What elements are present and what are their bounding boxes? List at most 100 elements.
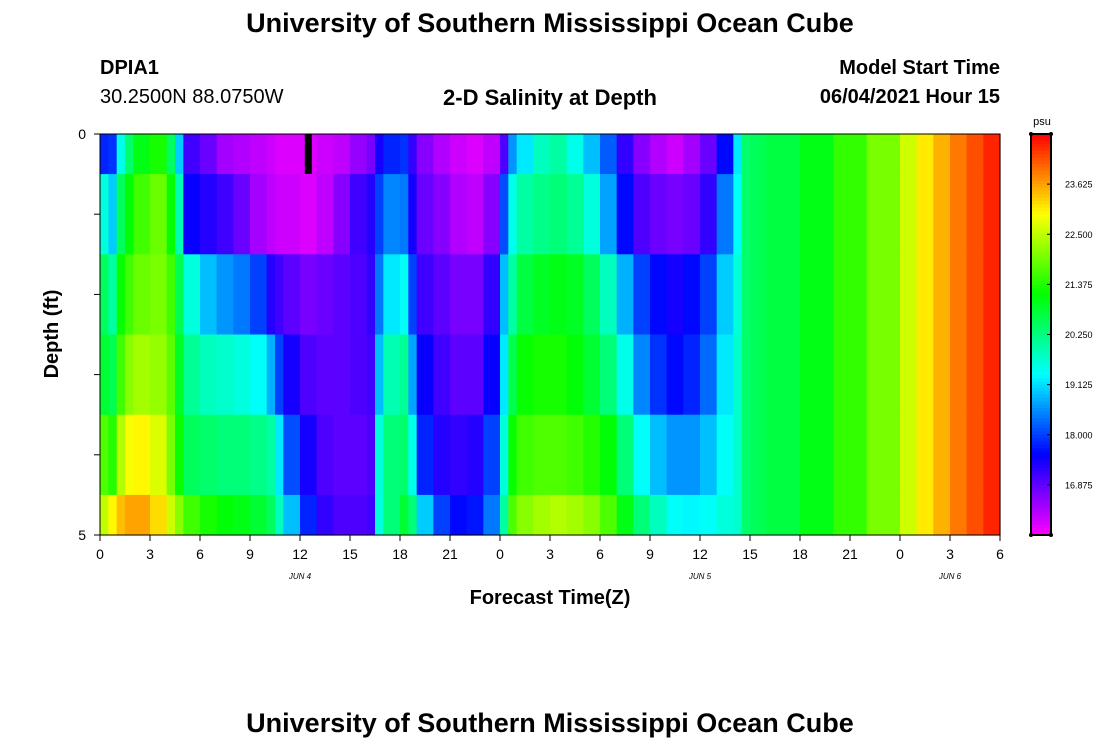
heatmap-cell bbox=[933, 334, 951, 416]
heatmap-cell bbox=[266, 134, 276, 175]
heatmap-cell bbox=[100, 174, 109, 255]
colorbar-segment bbox=[1031, 140, 1051, 145]
heatmap-cell bbox=[266, 414, 276, 496]
x-tick-label: 6 bbox=[196, 546, 204, 562]
heatmap-cell bbox=[533, 134, 551, 175]
colorbar-segment bbox=[1031, 448, 1051, 453]
heatmap-cell bbox=[150, 254, 168, 336]
heatmap-cell bbox=[700, 174, 718, 255]
heatmap-cell bbox=[316, 494, 334, 536]
heatmap-cell bbox=[550, 414, 568, 496]
colorbar-segment bbox=[1031, 401, 1051, 406]
colorbar-segment bbox=[1031, 197, 1051, 202]
heatmap-cell bbox=[500, 134, 509, 175]
x-tick-label: 18 bbox=[792, 546, 808, 562]
heatmap-cell bbox=[666, 254, 684, 336]
heatmap-cell bbox=[466, 334, 484, 416]
x-tick-label: 6 bbox=[996, 546, 1004, 562]
heatmap-cell bbox=[683, 334, 701, 416]
heatmap-cell bbox=[450, 414, 468, 496]
x-tick-label: 9 bbox=[646, 546, 654, 562]
heatmap-cell bbox=[566, 134, 584, 175]
heatmap-cell bbox=[133, 414, 151, 496]
colorbar-segment bbox=[1031, 264, 1051, 269]
colorbar-segment bbox=[1031, 341, 1051, 346]
heatmap-cell bbox=[100, 414, 109, 496]
heatmap-cell bbox=[333, 174, 351, 255]
heatmap-cell bbox=[741, 174, 751, 255]
heatmap-cell bbox=[400, 134, 409, 175]
heatmap-cell bbox=[833, 254, 868, 336]
colorbar-segment bbox=[1031, 508, 1051, 513]
heatmap-cell bbox=[366, 254, 376, 336]
heatmap-cell bbox=[116, 254, 126, 336]
heatmap-cell bbox=[300, 254, 318, 336]
heatmap-cell bbox=[350, 134, 368, 175]
x-tick-label: 21 bbox=[442, 546, 458, 562]
heatmap-cell bbox=[383, 334, 401, 416]
heatmap-cell bbox=[466, 414, 484, 496]
heatmap-cell bbox=[800, 334, 834, 416]
colorbar-segment bbox=[1031, 394, 1051, 399]
colorbar-segment bbox=[1031, 234, 1051, 239]
heatmap-cell bbox=[266, 334, 276, 416]
heatmap-cell bbox=[333, 334, 351, 416]
heatmap-cell bbox=[766, 414, 801, 496]
heatmap-cell bbox=[200, 334, 218, 416]
heatmap-cell bbox=[275, 414, 284, 496]
colorbar-segment bbox=[1031, 374, 1051, 379]
heatmap-cell bbox=[108, 414, 118, 496]
x-axis-label: Forecast Time(Z) bbox=[470, 587, 631, 609]
heatmap-cell bbox=[283, 414, 301, 496]
heatmap-cell bbox=[616, 254, 634, 336]
heatmap-cell bbox=[275, 174, 284, 255]
heatmap-cell bbox=[583, 414, 601, 496]
heatmap-cell bbox=[416, 134, 434, 175]
heatmap-cell bbox=[316, 174, 334, 255]
heatmap-cell bbox=[950, 174, 968, 255]
colorbar-segment bbox=[1031, 384, 1051, 389]
heatmap-cell bbox=[200, 174, 218, 255]
heatmap-cell bbox=[716, 254, 734, 336]
heatmap-cell bbox=[133, 334, 151, 416]
colorbar-segment bbox=[1031, 147, 1051, 152]
colorbar-segment bbox=[1031, 187, 1051, 192]
colorbar-segment bbox=[1031, 294, 1051, 299]
heatmap-cell bbox=[950, 254, 968, 336]
heatmap-cell bbox=[916, 334, 934, 416]
heatmap-cell bbox=[250, 494, 268, 536]
colorbar-segment bbox=[1031, 418, 1051, 422]
heatmap-cell bbox=[408, 414, 418, 496]
heatmap-cell bbox=[316, 254, 334, 336]
colorbar-segment bbox=[1031, 441, 1051, 446]
heatmap-cell bbox=[125, 254, 134, 336]
heatmap-cell bbox=[183, 494, 201, 536]
heatmap-cell bbox=[200, 134, 218, 175]
heatmap-cell bbox=[183, 254, 201, 336]
colorbar-segment bbox=[1031, 498, 1051, 503]
heatmap-cell bbox=[733, 334, 743, 416]
heatmap-cell bbox=[950, 334, 968, 416]
colorbar-segment bbox=[1031, 337, 1051, 342]
heatmap-cell bbox=[375, 494, 384, 536]
heatmap-cell bbox=[350, 494, 368, 536]
heatmap-cell bbox=[350, 334, 368, 416]
heatmap-cell bbox=[416, 254, 434, 336]
heatmap-cell bbox=[508, 334, 518, 416]
heatmap-cell bbox=[750, 174, 759, 255]
date-label: JUN 5 bbox=[688, 572, 712, 581]
heatmap-cell bbox=[633, 494, 651, 536]
colorbar-segment bbox=[1031, 257, 1051, 262]
heatmap-cell bbox=[125, 334, 134, 416]
heatmap-cell bbox=[275, 494, 284, 536]
colorbar-segment bbox=[1031, 177, 1051, 182]
heatmap-cell bbox=[616, 174, 634, 255]
heatmap-cell bbox=[741, 134, 751, 175]
heatmap-cell bbox=[966, 134, 984, 175]
heatmap-cell bbox=[800, 254, 834, 336]
x-tick-label: 0 bbox=[496, 546, 504, 562]
heatmap-cell bbox=[766, 334, 801, 416]
colorbar-segment bbox=[1031, 144, 1051, 148]
heatmap-cell bbox=[650, 254, 668, 336]
y-axis-label: Depth (ft) bbox=[41, 290, 63, 379]
